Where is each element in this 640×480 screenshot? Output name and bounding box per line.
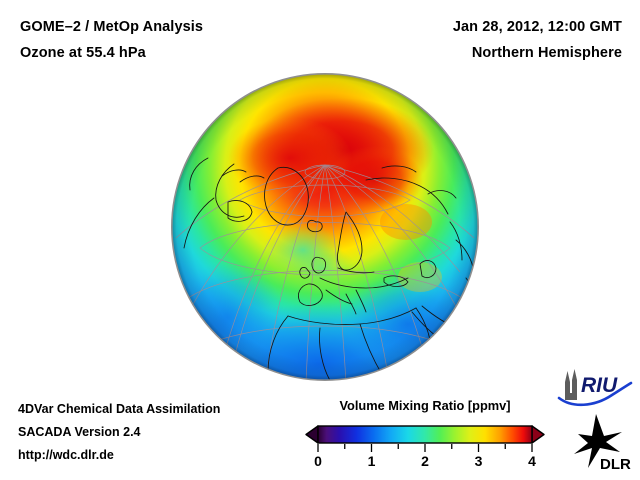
colorbar-tick-label: 3 — [475, 453, 483, 469]
riu-spires-icon — [565, 369, 577, 400]
colorbar-gradient — [317, 425, 533, 444]
colorbar-over-arrow — [531, 425, 545, 444]
colorbar-under-arrow — [305, 425, 319, 444]
riu-logo: RIU — [556, 368, 636, 412]
colorbar-tick-label: 0 — [314, 453, 322, 469]
colorbar-title: Volume Mixing Ratio [ppmv] — [339, 398, 511, 413]
header-left: GOME–2 / MetOp Analysis Ozone at 55.4 hP… — [20, 14, 360, 66]
colorbar-ticks — [317, 444, 533, 452]
footer-version: SACADA Version 2.4 — [18, 425, 141, 439]
colorbar: Volume Mixing Ratio [ppmv] — [300, 398, 550, 470]
header-right: Jan 28, 2012, 12:00 GMT Northern Hemisph… — [322, 14, 622, 66]
footer-method: 4DVar Chemical Data Assimilation — [18, 402, 221, 416]
page-subtitle: Ozone at 55.4 hPa — [20, 45, 146, 61]
globe-limb — [171, 73, 479, 381]
colorbar-tick-label: 4 — [528, 453, 536, 469]
timestamp-label: Jan 28, 2012, 12:00 GMT — [452, 19, 622, 35]
riu-logo-text: RIU — [581, 374, 618, 397]
colorbar-tick-label: 2 — [421, 453, 429, 469]
footer-left: 4DVar Chemical Data Assimilation SACADA … — [18, 398, 308, 467]
colorbar-tick-label: 1 — [368, 453, 376, 469]
dlr-mark-icon — [574, 414, 622, 468]
dlr-logo-text: DLR — [600, 456, 631, 473]
globe-map — [170, 72, 480, 384]
dlr-logo: DLR — [562, 412, 638, 474]
colorbar-tick-labels: 0 1 2 3 4 — [314, 453, 536, 469]
hemisphere-label: Northern Hemisphere — [471, 45, 622, 61]
riu-swoosh-icon — [557, 381, 633, 407]
page-title: GOME–2 / MetOp Analysis — [20, 19, 204, 35]
footer-url: http://wdc.dlr.de — [18, 448, 114, 462]
